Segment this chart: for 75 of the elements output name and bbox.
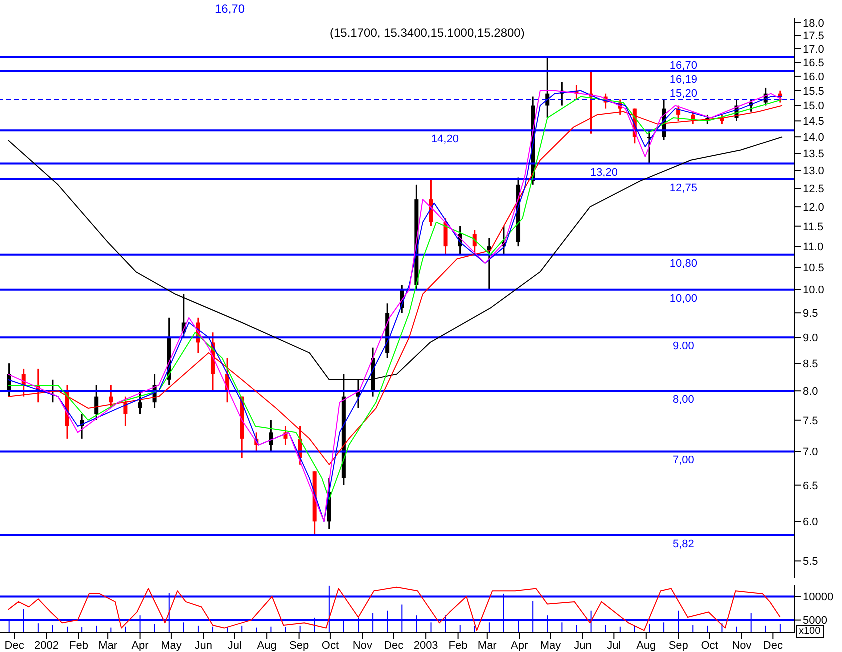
y-tick-label: 12.0 [803, 202, 824, 214]
y-tick-label: 17.5 [803, 30, 824, 43]
candlestick [109, 384, 114, 410]
y-tick-label: 8.5 [803, 358, 818, 370]
x-tick-label: Oct [701, 640, 718, 652]
y-tick-label: 9.0 [803, 332, 818, 345]
y-tick-label: 10000 [803, 592, 834, 604]
y-tick-label: 6.5 [803, 480, 818, 492]
y-tick-label: 17.0 [803, 44, 824, 56]
x-tick-label: Nov [732, 640, 752, 652]
candlestick [124, 396, 128, 428]
x-tick-label: Apr [132, 640, 150, 652]
y-axis-title: x100 [796, 625, 824, 638]
x-tick-label: Jul [607, 640, 622, 652]
ref-line-label: 9.00 [672, 340, 694, 353]
y-tick-label: 14.5 [803, 116, 824, 128]
x-tick-label: Dec [763, 640, 784, 652]
x-tick-label: May [161, 640, 182, 652]
x-tick-label: Mar [478, 640, 498, 652]
y-tick-label: 7.0 [803, 446, 818, 459]
y-tick-label: 16.5 [803, 57, 824, 70]
ref-line-label: 8,00 [672, 394, 694, 406]
x-tick-label: Jun [574, 640, 592, 652]
y-tick-label: 7.5 [803, 415, 818, 428]
y-tick-label: 10.0 [803, 284, 824, 297]
y-tick-label: 15.5 [803, 86, 824, 98]
candlestick [269, 420, 274, 452]
x-tick-label: Feb [448, 640, 468, 652]
y-tick-label: 6.0 [803, 516, 818, 529]
x-tick-label: Aug [257, 640, 277, 652]
ref-line-label: 10,00 [670, 292, 698, 305]
y-tick-label: 11.5 [803, 221, 824, 234]
y-tick-label: 9.5 [803, 308, 818, 320]
x-tick-label: Dec [384, 640, 404, 652]
text: (15.1700, 15.3400,15.1000,15.2800) [330, 26, 525, 40]
x-tick-label: 2003 [414, 640, 438, 652]
ref-line-label: 16,70 [670, 60, 698, 72]
x-tick-label: Oct [322, 640, 340, 652]
x-tick-label: Sep [290, 640, 310, 652]
y-tick-label: 14.0 [803, 132, 824, 144]
line-series [8, 586, 781, 632]
ref-line-label: 7,00 [672, 454, 694, 467]
y-tick-label: 5.5 [803, 556, 818, 568]
y-tick-label: 11.0 [803, 241, 824, 254]
ref-line-label: 15,20 [670, 88, 698, 100]
ref-line-label: 14,20 [431, 134, 459, 146]
y-tick-label: 18.0 [803, 18, 824, 30]
x-tick-label: May [540, 640, 562, 652]
text: 16,70 [215, 2, 246, 16]
ref-line-label: 10,80 [670, 258, 698, 270]
candlestick [647, 130, 652, 165]
x-tick-label: Jun [194, 640, 213, 652]
y-tick-label: 8.0 [803, 386, 818, 398]
ref-line-label: 5,82 [672, 538, 694, 551]
y-tick-label: 13.5 [803, 148, 824, 161]
ref-line-label: 13,20 [590, 166, 618, 179]
y-tick-label: 13.0 [803, 166, 824, 178]
y-tick-label: 12.5 [803, 183, 824, 196]
candlestick [138, 390, 142, 416]
x-tick-label: 2002 [34, 640, 60, 652]
candlestick [94, 384, 99, 422]
y-tick-label: 5000 [803, 615, 828, 628]
ref-line-label: 12,75 [670, 182, 698, 195]
y-tick-label: 10.5 [803, 262, 824, 275]
x-tick-label: Jul [228, 640, 242, 652]
ref-line-label: 16,19 [670, 74, 698, 86]
x-tick-label: Nov [352, 640, 373, 652]
x-tick-label: Apr [511, 640, 528, 652]
x-tick-label: Mar [98, 640, 118, 652]
y-tick-label: 16.0 [803, 71, 824, 84]
x-tick-label: Aug [636, 640, 656, 652]
x-tick-label: Dec [4, 640, 25, 652]
y-tick-label: 15.0 [803, 100, 824, 113]
x-tick-label: Sep [668, 640, 688, 652]
x-tick-label: Feb [69, 640, 88, 652]
